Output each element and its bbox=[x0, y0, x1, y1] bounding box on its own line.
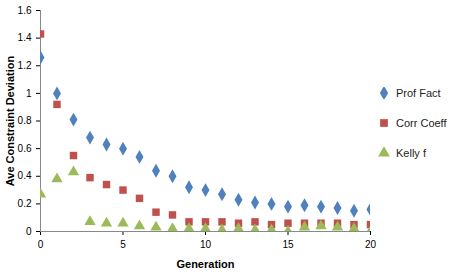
svg-text:5: 5 bbox=[120, 239, 126, 250]
svg-text:1: 1 bbox=[26, 88, 32, 99]
svg-text:0.6: 0.6 bbox=[18, 143, 32, 154]
svg-text:15: 15 bbox=[282, 239, 294, 250]
svg-text:10: 10 bbox=[200, 239, 212, 250]
svg-text:0: 0 bbox=[26, 226, 32, 237]
svg-text:Ave Constraint Deviation: Ave Constraint Deviation bbox=[4, 56, 16, 187]
html-text:Corr Coeff: Corr Coeff bbox=[396, 117, 447, 129]
svg-text:Generation: Generation bbox=[176, 258, 234, 270]
svg-text:1.2: 1.2 bbox=[18, 60, 32, 71]
html-text:Kelly f: Kelly f bbox=[396, 147, 426, 159]
svg-text:20: 20 bbox=[365, 239, 377, 250]
svg-text:1.4: 1.4 bbox=[18, 32, 32, 43]
html-text:Prof Fact: Prof Fact bbox=[396, 87, 441, 99]
svg-text:0: 0 bbox=[38, 239, 44, 250]
svg-text:0.4: 0.4 bbox=[18, 170, 32, 181]
svg-text:0.2: 0.2 bbox=[18, 198, 32, 209]
svg-text:1.6: 1.6 bbox=[18, 5, 32, 16]
svg-text:0.8: 0.8 bbox=[18, 115, 32, 126]
